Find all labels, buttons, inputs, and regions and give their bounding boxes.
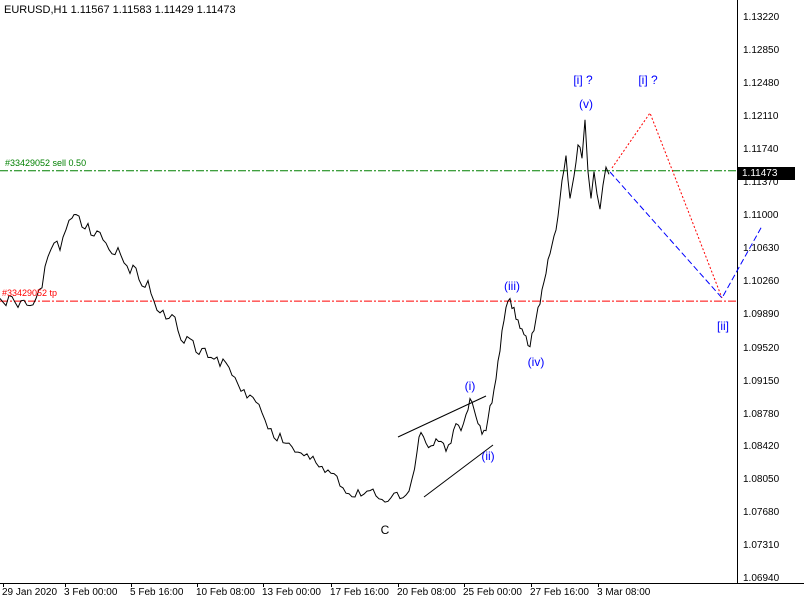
x-axis-label: 25 Feb 00:00 xyxy=(463,587,522,598)
y-axis-label: 1.08420 xyxy=(743,440,780,452)
x-axis-label: 3 Feb 00:00 xyxy=(64,587,118,598)
y-axis-label: 1.08050 xyxy=(743,473,780,485)
sell-order-label: #33429052 sell 0.50 xyxy=(5,157,87,168)
x-axis-label: 10 Feb 08:00 xyxy=(196,587,255,598)
y-axis-label: 1.09150 xyxy=(743,375,780,387)
x-axis-label: 5 Feb 16:00 xyxy=(130,587,184,598)
x-axis-label: 20 Feb 08:00 xyxy=(397,587,456,598)
y-axis-label: 1.11000 xyxy=(743,210,779,222)
y-axis-label: 1.07310 xyxy=(743,539,780,551)
x-axis-label: 17 Feb 16:00 xyxy=(330,587,389,598)
trendline[interactable] xyxy=(397,395,487,438)
price-axis[interactable]: 1.13220 1.12850 1.12480 1.12110 1.11740 1.113… xyxy=(737,0,804,584)
price-series[interactable] xyxy=(0,119,610,503)
y-axis-label: 1.10260 xyxy=(743,276,780,288)
y-axis-label: 1.12110 xyxy=(743,111,779,123)
y-axis-label: 1.07680 xyxy=(743,506,780,518)
wave-label[interactable]: [ii] xyxy=(717,319,729,333)
x-axis-label: 3 Mar 08:00 xyxy=(597,587,651,598)
x-axis-label: 13 Feb 00:00 xyxy=(262,587,321,598)
y-axis-label: 1.12850 xyxy=(743,45,780,57)
y-axis-label: 1.10630 xyxy=(743,243,780,255)
bearish-projection-line[interactable] xyxy=(611,111,723,299)
y-axis-label: 1.09890 xyxy=(743,309,780,321)
x-axis-label: 27 Feb 16:00 xyxy=(530,587,589,598)
trendline[interactable] xyxy=(423,444,494,498)
take-profit-label: #33429052 tp xyxy=(2,288,58,299)
current-price-box: 1.11473 xyxy=(737,167,795,180)
wave-label[interactable]: [i] ? xyxy=(638,73,658,87)
chart-title-ohlc: EURUSD,H1 1.11567 1.11583 1.11429 1.1147… xyxy=(4,4,236,16)
y-axis-label: 1.11370 xyxy=(743,177,779,189)
y-axis-label: 1.08780 xyxy=(743,408,780,420)
wave-label[interactable]: [i] ? xyxy=(573,73,593,87)
x-axis-label: 29 Jan 2020 xyxy=(2,587,58,598)
wave-label[interactable]: C xyxy=(380,523,390,537)
y-axis-label: 1.06940 xyxy=(743,573,780,584)
y-axis-label: 1.12480 xyxy=(743,78,780,90)
time-axis[interactable]: 29 Jan 2020 3 Feb 00:00 5 Feb 16:00 10 Feb … xyxy=(0,584,804,602)
wave-label[interactable]: (v) xyxy=(579,97,593,111)
y-axis-label: 1.13220 xyxy=(743,12,780,23)
wave-label[interactable]: (i) xyxy=(464,379,476,393)
y-axis-label: 1.09520 xyxy=(743,342,780,354)
y-axis-label: 1.11740 xyxy=(743,144,779,156)
wave-label[interactable]: (iii) xyxy=(504,279,520,293)
wave-label[interactable]: (ii) xyxy=(481,449,495,463)
wave-label[interactable]: (iv) xyxy=(527,355,545,369)
bullish-projection-line[interactable] xyxy=(609,171,763,299)
